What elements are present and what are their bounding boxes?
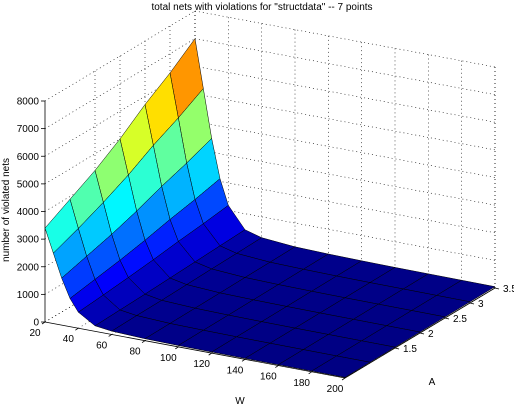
x-tick-label: 160 [260,372,277,383]
x-tick [241,359,246,362]
x-tick-label: 120 [193,359,210,370]
x-tick [175,346,179,350]
z-tick-label: 8000 [17,97,40,108]
z-tick-label: 2000 [17,262,40,273]
y-tick [394,347,400,350]
x-tick-label: 40 [63,334,75,345]
x-tick-label: 100 [160,353,177,364]
x-tick [308,371,312,375]
z-tick-label: 3000 [17,235,40,246]
x-tick [141,340,146,343]
x-tick [275,365,279,368]
grid-line [194,121,496,178]
z-tick-label: 1000 [17,290,40,301]
y-tick [494,287,500,290]
y-tick-label: 2.5 [453,314,467,325]
x-tick-label: 80 [129,347,141,358]
grid-line [194,38,496,95]
z-tick-label: 5000 [17,179,40,190]
grid-line [194,204,496,261]
z-tick-label: 7000 [17,124,40,135]
z-tick-label: 6000 [17,152,40,163]
x-axis-label: W [235,396,245,407]
grid-line [194,65,496,123]
y-tick [469,302,475,305]
x-tick-label: 200 [327,384,344,395]
x-tick-label: 140 [227,365,244,376]
grid-line [194,10,496,68]
grid-line [194,93,496,151]
surface-face [310,355,371,378]
y-tick [419,332,425,335]
y-tick-label: 3 [478,299,484,310]
x-tick [208,352,212,356]
chart-title: total nets with violations for "structda… [151,2,372,13]
y-axis-label: A [429,377,436,388]
y-tick-label: 3.5 [503,284,514,295]
x-axis [44,321,346,379]
z-axis-label: number of violated nets [1,158,12,262]
x-tick-label: 20 [29,328,41,339]
y-tick [444,317,450,320]
grid-line [194,176,496,234]
x-tick-label: 60 [96,340,108,351]
y-tick-label: 2 [428,329,434,340]
x-tick [108,334,112,337]
y-tick-label: 1.5 [403,344,417,355]
z-tick-label: 0 [33,318,39,329]
grid-line [194,148,496,206]
x-tick [75,327,79,331]
z-tick-label: 4000 [17,207,40,218]
x-tick-label: 180 [293,378,310,389]
x-tick [341,377,346,381]
